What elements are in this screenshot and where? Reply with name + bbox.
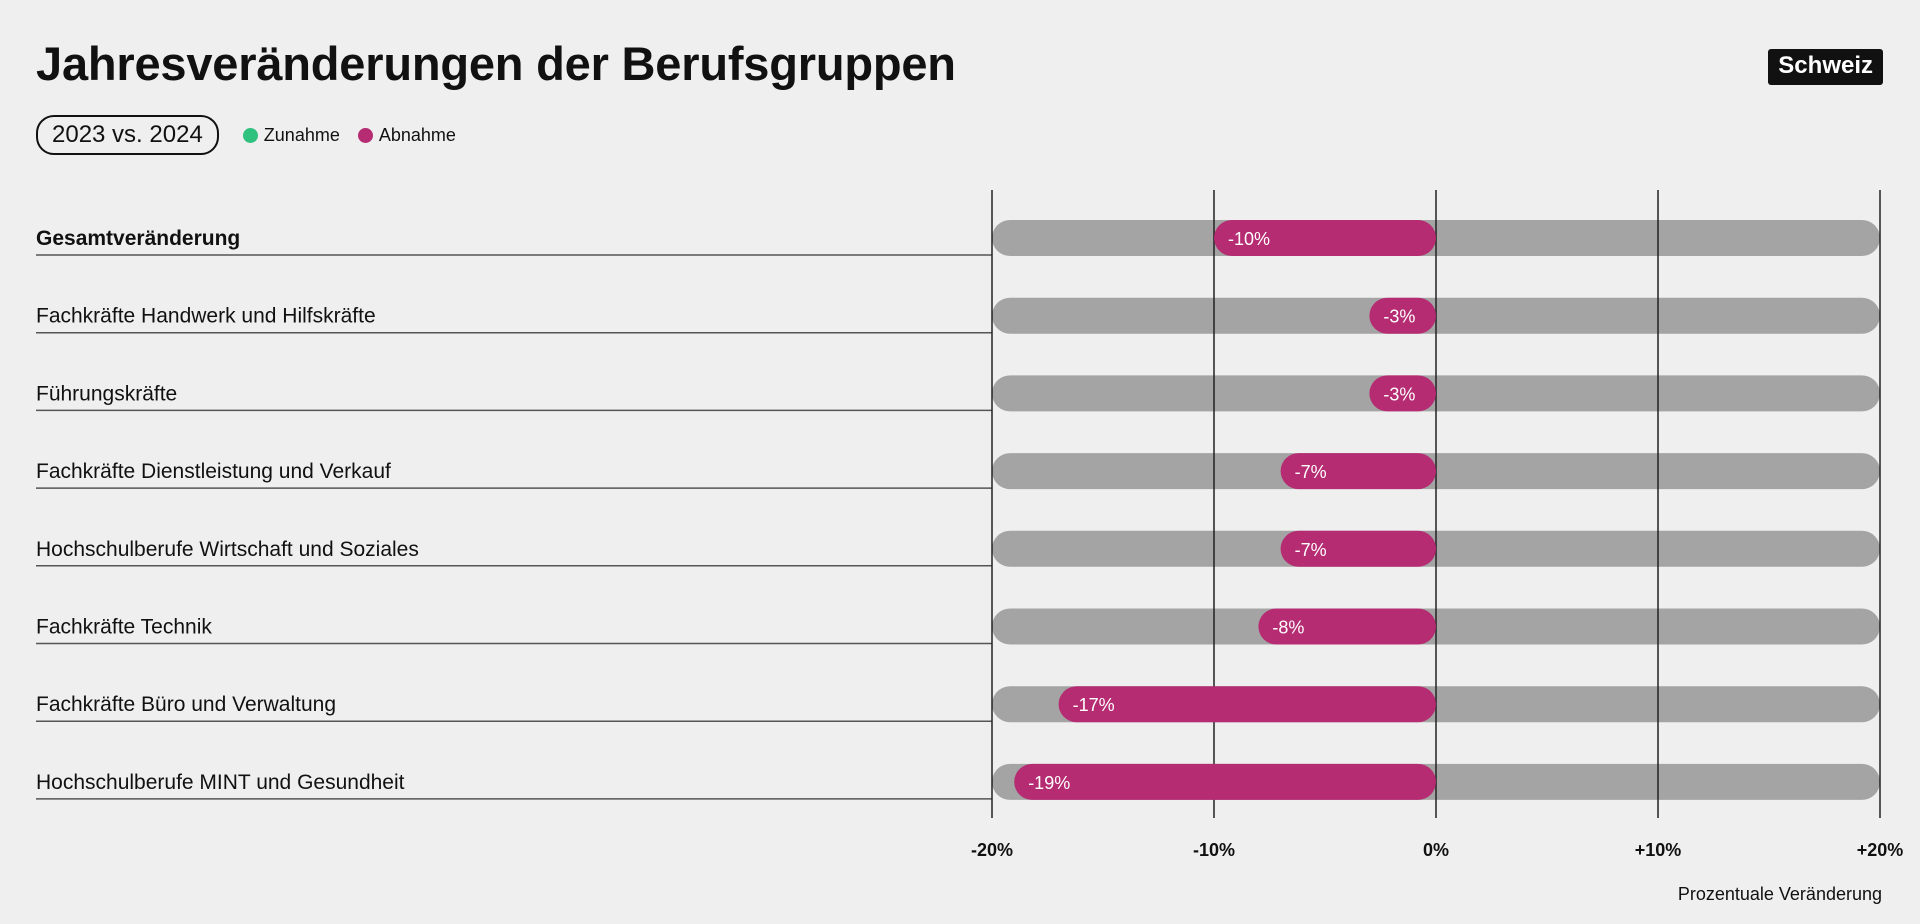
data-label: -8% <box>1272 618 1304 638</box>
data-label: -7% <box>1295 462 1327 482</box>
value-bar <box>1014 763 1436 800</box>
x-tick-label: +20% <box>1857 840 1904 860</box>
data-label: -3% <box>1383 307 1415 327</box>
value-bar <box>1369 375 1436 412</box>
data-label: -19% <box>1028 773 1070 793</box>
data-label: -17% <box>1073 695 1115 715</box>
legend-item-decrease: Abnahme <box>357 124 456 146</box>
chart-title: Jahresveränderungen der Berufsgruppen <box>36 37 956 90</box>
legend-decrease-label: Abnahme <box>378 124 456 145</box>
value-bar <box>1214 220 1436 256</box>
x-tick-label: 0% <box>1423 840 1449 860</box>
data-label: -10% <box>1228 229 1270 249</box>
x-tick-label: +10% <box>1635 840 1682 860</box>
legend-increase-label: Zunahme <box>263 124 340 145</box>
category-label: Fachkräfte Büro und Verwaltung <box>36 693 336 716</box>
category-label: Hochschulberufe MINT und Gesundheit <box>36 771 405 794</box>
x-tick-label: -10% <box>1193 840 1235 860</box>
value-bar <box>1280 453 1436 490</box>
category-label: Fachkräfte Technik <box>36 616 212 639</box>
x-axis-title: Prozentuale Veränderung <box>1677 884 1882 904</box>
category-label: Fachkräfte Dienstleistung und Verkauf <box>36 460 391 483</box>
increase-dot-icon <box>242 127 258 143</box>
value-bar <box>1280 530 1436 567</box>
region-badge: Schweiz <box>1768 49 1883 85</box>
x-tick-label: -20% <box>971 840 1013 860</box>
category-label: Hochschulberufe Wirtschaft und Soziales <box>36 538 419 561</box>
category-label: Fachkräfte Handwerk und Hilfskräfte <box>36 305 376 328</box>
value-bar <box>1369 297 1436 334</box>
value-bar <box>1258 608 1436 645</box>
value-bar <box>1058 686 1436 723</box>
legend: 2023 vs. 2024 Zunahme Abnahme <box>36 115 456 155</box>
decrease-dot-icon <box>357 127 373 143</box>
category-label: Gesamtveränderung <box>36 227 240 250</box>
period-badge: 2023 vs. 2024 <box>36 115 219 155</box>
data-label: -7% <box>1295 540 1327 560</box>
legend-item-increase: Zunahme <box>242 124 340 146</box>
data-label: -3% <box>1383 384 1415 404</box>
category-label: Führungskräfte <box>36 382 177 405</box>
